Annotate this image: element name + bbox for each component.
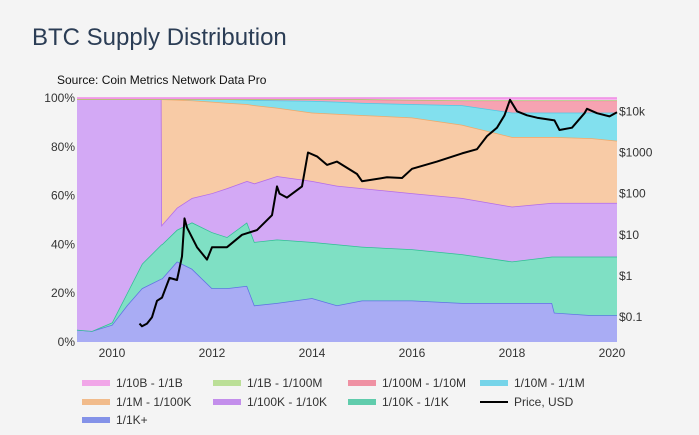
y-tick-label: 40% (51, 237, 75, 251)
y2-tick-label: $10 (619, 228, 639, 242)
legend-swatch (213, 380, 241, 386)
legend-swatch (82, 380, 110, 386)
x-tick-label: 2010 (99, 346, 126, 360)
y-tick-label: 0% (58, 335, 76, 349)
x-tick-label: 2016 (399, 346, 426, 360)
stacked-bands (76, 97, 618, 342)
y2-tick-label: $10k (619, 104, 646, 118)
price-line-group (138, 98, 618, 328)
y2-tick-label: $100 (619, 187, 646, 201)
page-title: BTC Supply Distribution (32, 24, 287, 51)
band-2 (77, 99, 617, 331)
y-tick-label: 80% (51, 140, 75, 154)
legend-swatch (480, 380, 508, 386)
x-tick-label: 2014 (299, 346, 326, 360)
legend-item[interactable]: 1/10M - 1/1M (480, 376, 585, 390)
legend-item[interactable]: 1/10K - 1/1K (348, 395, 449, 409)
source-note: Source: Coin Metrics Network Data Pro (57, 73, 267, 87)
legend-label: 1/10K - 1/1K (382, 394, 449, 409)
x-tick-label: 2020 (599, 346, 626, 360)
band-0 (77, 261, 617, 342)
legend-label: 1/10B - 1/1B (116, 376, 183, 390)
band-5 (77, 99, 617, 113)
legend-item[interactable]: Price, USD (480, 395, 573, 409)
legend-label: 1/100K - 1/10K (247, 394, 328, 409)
legend-label: 1/1K+ (116, 413, 148, 427)
legend-swatch (82, 398, 110, 405)
x-tick-label: 2012 (199, 346, 226, 360)
legend-label: 1/1M - 1/100K (116, 394, 192, 409)
x-tick-label: 2018 (499, 346, 526, 360)
y2-tick-label: $1 (619, 269, 633, 283)
legend-item[interactable]: 1/10B - 1/1B (82, 376, 183, 390)
legend-item[interactable]: 1/100K - 1/10K (213, 395, 327, 409)
legend-swatch (348, 398, 376, 405)
legend-label: 1/100M - 1/10M (382, 376, 467, 390)
band-4 (77, 99, 617, 141)
y2-tick-label: $1000 (619, 145, 653, 159)
band-3 (77, 99, 617, 225)
legend-item[interactable]: 1/1K+ (82, 413, 148, 427)
legend-item[interactable]: 1/1B - 1/100M (213, 376, 322, 390)
legend-item[interactable]: 1/100M - 1/10M (348, 376, 466, 390)
price-line (138, 98, 618, 328)
legend-swatch (82, 417, 110, 423)
axis-ticks: 2010 2012 2014 2016 2018 2020 0% 20% 40% 60% 80% 10… (44, 91, 652, 360)
y-tick-label: 100% (44, 91, 75, 105)
y-tick-label: 60% (51, 189, 75, 203)
legend-swatch (213, 398, 241, 405)
legend-item[interactable]: 1/1M - 1/100K (82, 395, 191, 409)
legend-swatch (348, 380, 376, 386)
y-tick-label: 20% (51, 286, 75, 300)
legend-label: 1/10M - 1/1M (514, 376, 585, 390)
legend-label: 1/1B - 1/100M (247, 376, 323, 390)
legend-label: Price, USD (514, 394, 574, 409)
legend-swatch (480, 400, 508, 403)
y2-tick-label: $0.1 (619, 310, 643, 324)
